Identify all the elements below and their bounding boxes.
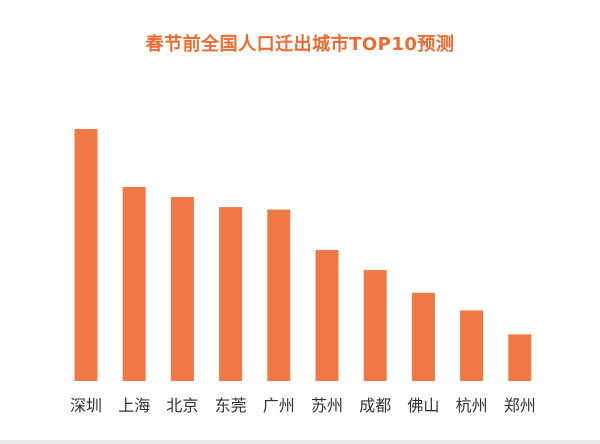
bottom-edge bbox=[0, 440, 600, 444]
bar-5 bbox=[267, 209, 291, 381]
category-label-9: 杭州 bbox=[456, 396, 488, 415]
category-label-6: 苏州 bbox=[311, 396, 343, 415]
category-label-1: 深圳 bbox=[70, 396, 102, 415]
bar-10 bbox=[508, 334, 532, 381]
bar-6 bbox=[315, 250, 339, 381]
bar-2 bbox=[122, 187, 146, 381]
category-label-2: 上海 bbox=[118, 396, 150, 415]
bar-4 bbox=[219, 207, 243, 381]
bar-9 bbox=[460, 310, 484, 381]
category-label-8: 佛山 bbox=[407, 396, 439, 415]
category-label-7: 成都 bbox=[359, 396, 391, 415]
category-label-10: 郑州 bbox=[504, 396, 536, 415]
category-label-3: 北京 bbox=[166, 396, 198, 415]
bar-1 bbox=[74, 129, 98, 381]
bar-3 bbox=[170, 197, 194, 381]
bar-8 bbox=[411, 292, 435, 381]
category-label-4: 东莞 bbox=[215, 396, 247, 415]
category-label-5: 广州 bbox=[263, 396, 295, 415]
chart-title: 春节前全国人口迁出城市TOP10预测 bbox=[145, 34, 455, 55]
bar-7 bbox=[363, 270, 387, 381]
